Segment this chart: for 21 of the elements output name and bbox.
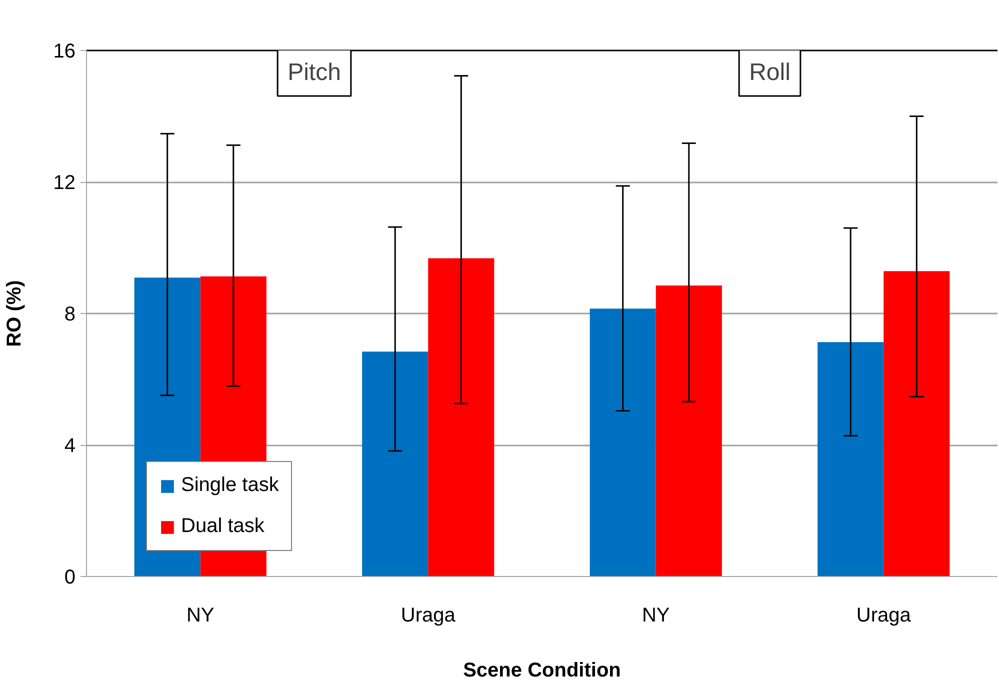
y-tick-label: 0 xyxy=(64,566,76,588)
x-tick-label: NY xyxy=(186,604,214,626)
y-axis-title: RO (%) xyxy=(3,280,26,347)
y-tick-label: 4 xyxy=(64,435,76,457)
bar xyxy=(362,352,428,576)
y-tick-label: 12 xyxy=(53,172,76,194)
y-tick-label: 8 xyxy=(64,304,76,326)
annotation: Roll xyxy=(749,59,790,86)
bar xyxy=(656,286,722,576)
bar xyxy=(590,308,656,576)
legend-label: Dual task xyxy=(181,515,264,538)
annotation: Pitch xyxy=(288,59,341,86)
bar xyxy=(884,271,950,576)
x-tick-label: Uraga xyxy=(856,604,912,626)
bar xyxy=(428,258,494,576)
x-tick-label: NY xyxy=(642,604,670,626)
y-tick-label: 16 xyxy=(53,40,76,62)
legend-label: Single task xyxy=(181,474,279,497)
x-axis-title: Scene Condition xyxy=(463,660,621,682)
x-tick-label: Uraga xyxy=(400,604,456,626)
bar xyxy=(818,342,884,576)
